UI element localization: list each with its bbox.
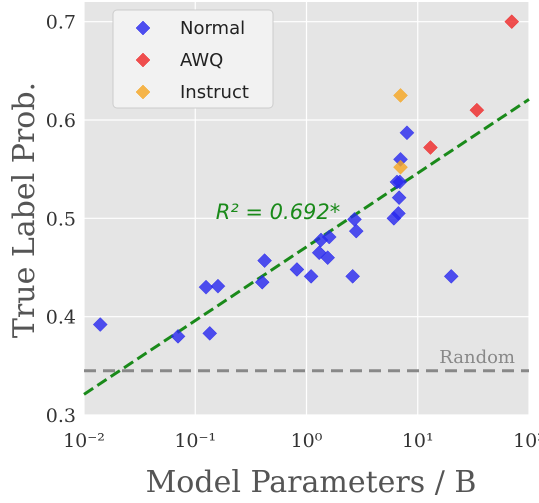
point-normal	[348, 223, 364, 239]
x-tick-label: 10⁰	[291, 430, 323, 452]
point-normal	[321, 229, 337, 245]
x-tick-label: 10¹	[402, 430, 434, 452]
reference-line-group: Random	[84, 347, 529, 373]
legend-label-awq: AWQ	[180, 50, 223, 71]
legend: Normal AWQ Instruct	[112, 9, 274, 109]
point-instruct	[393, 159, 408, 175]
legend-label-normal: Normal	[180, 18, 245, 39]
r-squared-annotation: R² = 0.692*	[216, 200, 341, 224]
point-instruct	[393, 88, 408, 103]
point-normal	[202, 326, 218, 341]
point-normal	[254, 274, 270, 290]
point-normal	[92, 317, 108, 332]
point-awq	[423, 140, 438, 155]
point-normal	[320, 250, 336, 266]
point-awq	[469, 102, 485, 118]
point-normal	[391, 206, 406, 221]
point-normal	[289, 262, 305, 277]
fit-line-group	[83, 98, 530, 396]
point-normal	[443, 268, 459, 284]
y-tick-label: 0.5	[46, 208, 76, 230]
legend-label-instruct: Instruct	[180, 82, 249, 103]
x-tick-labels: 10⁻² 10⁻¹ 10⁰ 10¹ 10²	[63, 430, 539, 452]
y-tick-label: 0.4	[46, 307, 76, 329]
y-tick-labels: 0.3 0.4 0.5 0.6 0.7	[46, 12, 76, 427]
point-normal	[198, 279, 214, 295]
point-normal	[392, 174, 408, 190]
point-normal	[210, 278, 226, 294]
y-tick-label: 0.3	[46, 405, 76, 427]
point-normal	[391, 190, 407, 206]
x-tick-label: 10⁻²	[63, 430, 105, 452]
x-axis-label: Model Parameters / B	[146, 465, 477, 500]
point-normal	[303, 268, 319, 284]
grid-lines	[83, 2, 530, 416]
point-awq	[504, 14, 520, 30]
y-tick-label: 0.7	[46, 12, 76, 34]
y-axis-label: True Label Prob.	[7, 82, 42, 338]
y-tick-label: 0.6	[46, 110, 76, 132]
random-label: Random	[439, 347, 515, 368]
point-normal	[257, 253, 272, 268]
legend-box	[112, 9, 274, 109]
legend-marker-instruct	[135, 84, 151, 100]
x-tick-label: 10²	[513, 430, 539, 452]
regression-fit-line	[83, 98, 530, 396]
point-normal	[345, 268, 361, 284]
legend-marker-normal	[135, 20, 151, 36]
x-tick-label: 10⁻¹	[174, 430, 216, 452]
legend-marker-awq	[135, 52, 151, 68]
data-points	[92, 14, 520, 344]
point-normal	[170, 328, 186, 344]
point-normal	[399, 125, 415, 141]
